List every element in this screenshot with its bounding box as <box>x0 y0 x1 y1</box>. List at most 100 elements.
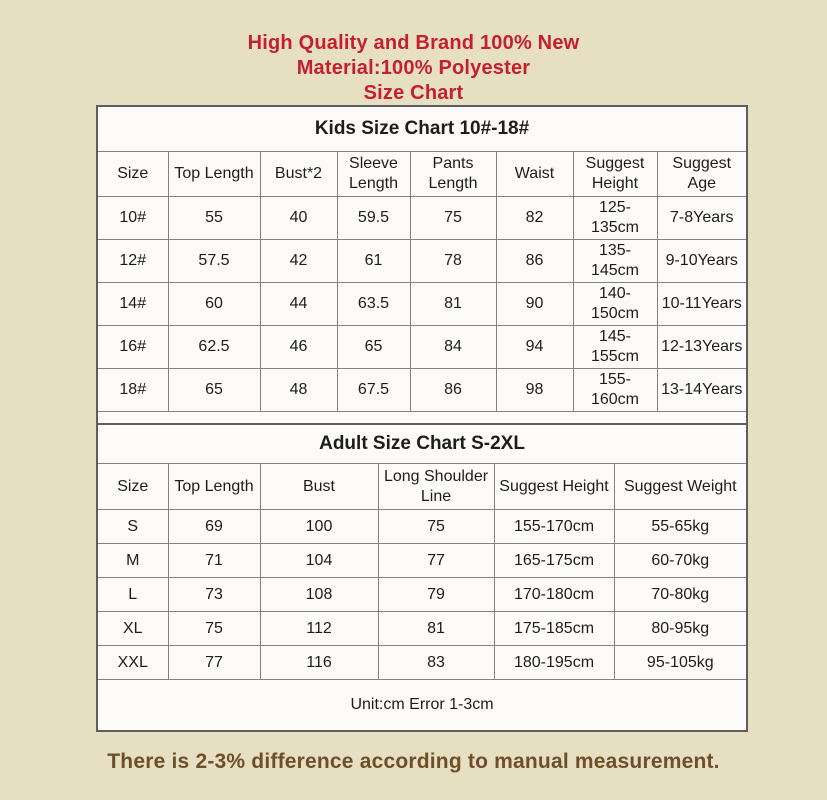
adult-table-title: Adult Size Chart S-2XL <box>96 423 748 464</box>
kids-row-14: 14# 60 44 63.5 81 90 140-150cm 10-11Year… <box>96 282 748 326</box>
cell-suggest-age: 13-14Years <box>656 368 748 412</box>
cell-bust: 40 <box>259 196 338 240</box>
adult-col-long-shoulder-line: Long Shoulder Line <box>377 463 495 510</box>
cell-suggest-weight: 95-105kg <box>613 645 748 680</box>
cell-suggest-height: 145-155cm <box>572 325 658 369</box>
adult-row-l: L 73 108 79 170-180cm 70-80kg <box>96 577 748 612</box>
adult-col-bust: Bust <box>259 463 379 510</box>
cell-sleeve-length: 67.5 <box>336 368 411 412</box>
kids-row-10: 10# 55 40 59.5 75 82 125-135cm 7-8Years <box>96 196 748 240</box>
adult-table-footnote: Unit:cm Error 1-3cm <box>96 679 748 732</box>
kids-table-title: Kids Size Chart 10#-18# <box>96 105 748 152</box>
cell-bust: 104 <box>259 543 379 578</box>
cell-sleeve-length: 63.5 <box>336 282 411 326</box>
cell-top-length: 55 <box>167 196 261 240</box>
cell-bust: 112 <box>259 611 379 646</box>
cell-waist: 98 <box>495 368 574 412</box>
cell-waist: 86 <box>495 239 574 283</box>
cell-top-length: 65 <box>167 368 261 412</box>
kids-table-header-row: Size Top Length Bust*2 Sleeve Length Pan… <box>96 151 748 197</box>
cell-bust: 46 <box>259 325 338 369</box>
cell-top-length: 77 <box>167 645 261 680</box>
adult-col-size: Size <box>96 463 169 510</box>
cell-suggest-weight: 80-95kg <box>613 611 748 646</box>
cell-top-length: 69 <box>167 509 261 544</box>
headline-quality-line: High Quality and Brand 100% New <box>247 32 580 54</box>
kids-col-suggest-height: Suggest Height <box>572 151 658 197</box>
cell-top-length: 75 <box>167 611 261 646</box>
cell-suggest-weight: 70-80kg <box>613 577 748 612</box>
cell-long-shoulder-line: 83 <box>377 645 495 680</box>
cell-long-shoulder-line: 77 <box>377 543 495 578</box>
cell-suggest-age: 12-13Years <box>656 325 748 369</box>
cell-size: XXL <box>96 645 169 680</box>
cell-pants-length: 81 <box>409 282 497 326</box>
cell-size: 14# <box>96 282 169 326</box>
cell-suggest-height: 125-135cm <box>572 196 658 240</box>
cell-sleeve-length: 59.5 <box>336 196 411 240</box>
adult-row-s: S 69 100 75 155-170cm 55-65kg <box>96 509 748 544</box>
cell-waist: 90 <box>495 282 574 326</box>
kids-col-sleeve-length: Sleeve Length <box>336 151 411 197</box>
kids-table-title-row: Kids Size Chart 10#-18# <box>96 105 748 152</box>
cell-suggest-height: 175-185cm <box>493 611 615 646</box>
cell-pants-length: 78 <box>409 239 497 283</box>
cell-suggest-weight: 55-65kg <box>613 509 748 544</box>
cell-sleeve-length: 61 <box>336 239 411 283</box>
cell-suggest-height: 180-195cm <box>493 645 615 680</box>
cell-pants-length: 75 <box>409 196 497 240</box>
cell-bust: 116 <box>259 645 379 680</box>
kids-row-12: 12# 57.5 42 61 78 86 135-145cm 9-10Years <box>96 239 748 283</box>
cell-suggest-age: 10-11Years <box>656 282 748 326</box>
cell-suggest-weight: 60-70kg <box>613 543 748 578</box>
cell-size: 18# <box>96 368 169 412</box>
kids-col-pants-length: Pants Length <box>409 151 497 197</box>
kids-col-size: Size <box>96 151 169 197</box>
adult-table-header-row: Size Top Length Bust Long Shoulder Line … <box>96 463 748 510</box>
adult-col-suggest-height: Suggest Height <box>493 463 615 510</box>
kids-col-suggest-age: Suggest Age <box>656 151 748 197</box>
cell-sleeve-length: 65 <box>336 325 411 369</box>
cell-size: S <box>96 509 169 544</box>
cell-suggest-height: 155-170cm <box>493 509 615 544</box>
cell-suggest-height: 140-150cm <box>572 282 658 326</box>
adult-size-table: Adult Size Chart S-2XL Size Top Length B… <box>96 423 749 732</box>
cell-size: L <box>96 577 169 612</box>
adult-table-footnote-row: Unit:cm Error 1-3cm <box>96 679 748 732</box>
adult-table-title-row: Adult Size Chart S-2XL <box>96 423 748 464</box>
cell-size: 12# <box>96 239 169 283</box>
kids-row-18: 18# 65 48 67.5 86 98 155-160cm 13-14Year… <box>96 368 748 412</box>
cell-suggest-age: 7-8Years <box>656 196 748 240</box>
kids-size-table: Kids Size Chart 10#-18# Size Top Length … <box>96 105 748 469</box>
adult-col-suggest-weight: Suggest Weight <box>613 463 748 510</box>
cell-suggest-height: 170-180cm <box>493 577 615 612</box>
cell-top-length: 60 <box>167 282 261 326</box>
cell-top-length: 62.5 <box>167 325 261 369</box>
cell-suggest-height: 165-175cm <box>493 543 615 578</box>
cell-size: XL <box>96 611 169 646</box>
cell-bust: 42 <box>259 239 338 283</box>
adult-row-xl: XL 75 112 81 175-185cm 80-95kg <box>96 611 748 646</box>
kids-col-bust: Bust*2 <box>259 151 338 197</box>
cell-waist: 82 <box>495 196 574 240</box>
cell-bust: 48 <box>259 368 338 412</box>
cell-size: M <box>96 543 169 578</box>
product-headline: High Quality and Brand 100% New Material… <box>0 31 827 106</box>
headline-material-line: Material:100% Polyester <box>296 57 531 79</box>
cell-bust: 44 <box>259 282 338 326</box>
adult-row-m: M 71 104 77 165-175cm 60-70kg <box>96 543 748 578</box>
cell-suggest-height: 135-145cm <box>572 239 658 283</box>
cell-long-shoulder-line: 81 <box>377 611 495 646</box>
cell-long-shoulder-line: 79 <box>377 577 495 612</box>
kids-col-top-length: Top Length <box>167 151 261 197</box>
cell-suggest-age: 9-10Years <box>656 239 748 283</box>
cell-top-length: 57.5 <box>167 239 261 283</box>
adult-col-top-length: Top Length <box>167 463 261 510</box>
cell-top-length: 71 <box>167 543 261 578</box>
cell-bust: 100 <box>259 509 379 544</box>
cell-suggest-height: 155-160cm <box>572 368 658 412</box>
cell-long-shoulder-line: 75 <box>377 509 495 544</box>
cell-size: 10# <box>96 196 169 240</box>
adult-row-xxl: XXL 77 116 83 180-195cm 95-105kg <box>96 645 748 680</box>
cell-bust: 108 <box>259 577 379 612</box>
